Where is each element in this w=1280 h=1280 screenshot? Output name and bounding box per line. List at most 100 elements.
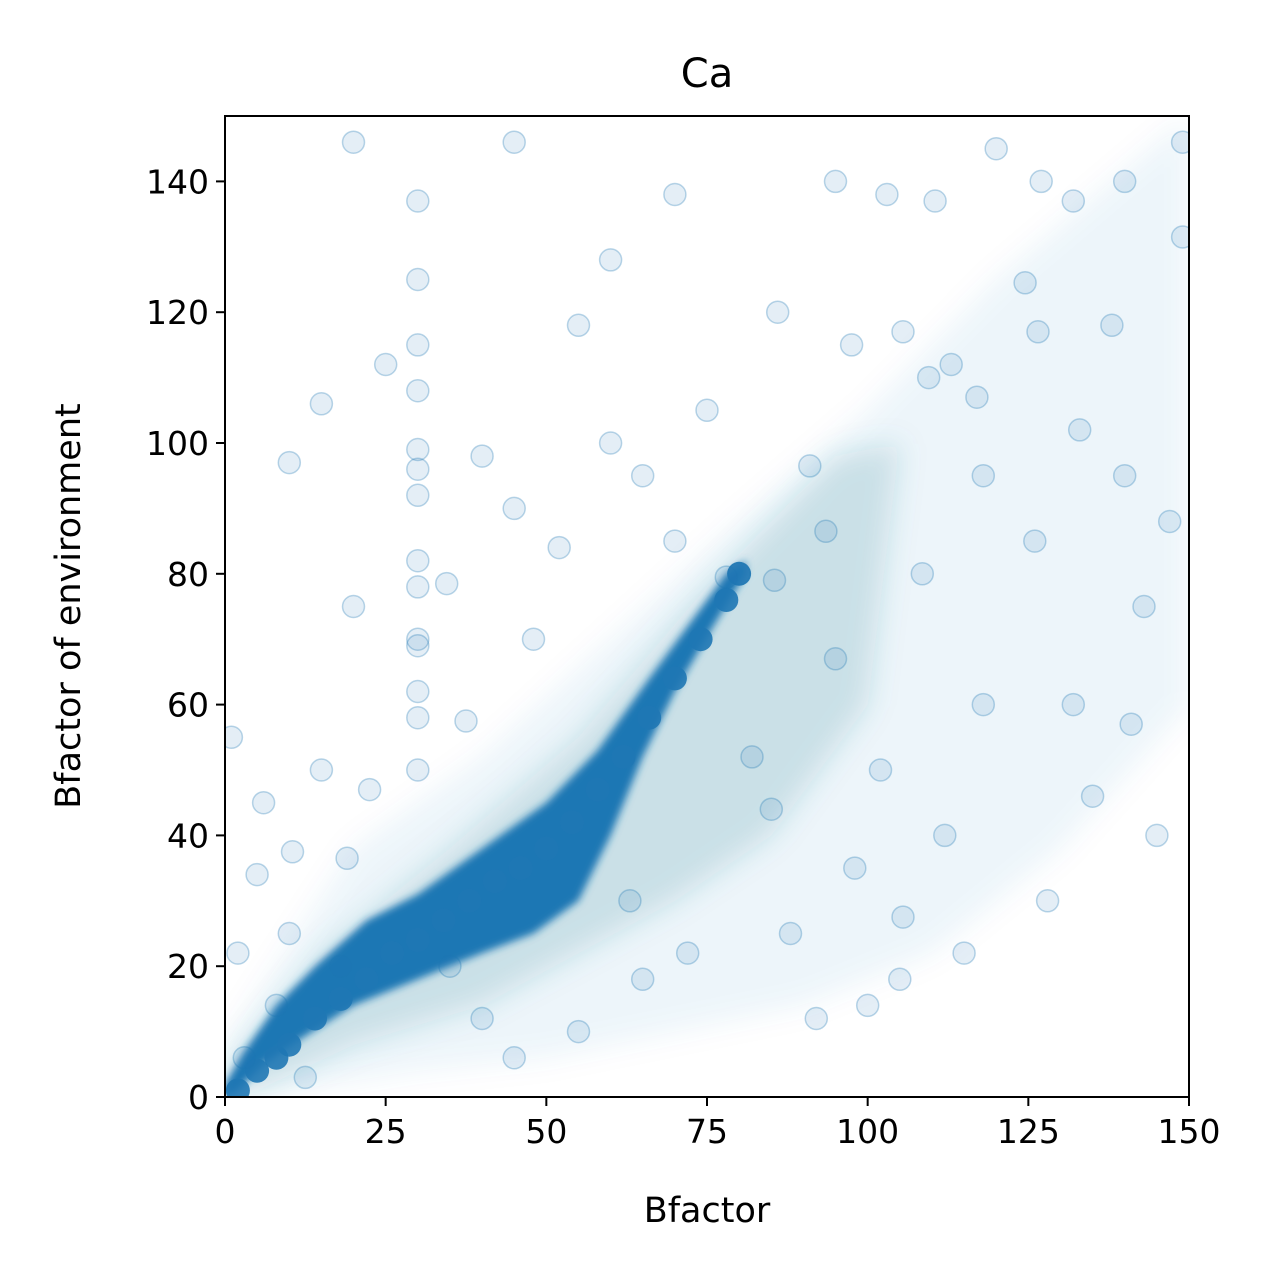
scatter-point — [663, 182, 687, 207]
scatter-point — [341, 594, 366, 619]
y-tick-label: 60 — [167, 686, 209, 725]
scatter-point — [1170, 130, 1189, 154]
scatter-point — [1170, 225, 1189, 249]
density-core-point — [560, 810, 584, 835]
scatter-point — [778, 921, 803, 946]
scatter-point — [891, 320, 915, 344]
y-tick-label: 20 — [167, 947, 209, 986]
scatter-point — [245, 862, 269, 887]
scatter-points — [225, 130, 1189, 1090]
scatter-point — [875, 182, 899, 207]
density-core-point — [727, 561, 752, 586]
scatter-point — [675, 941, 700, 965]
scatter-point — [804, 1006, 829, 1031]
scatter-point — [502, 130, 526, 154]
density-core-point — [508, 856, 533, 881]
scatter-point — [1035, 889, 1060, 913]
scatter-point — [502, 1046, 526, 1070]
scatter-point — [502, 496, 526, 521]
density-core-band — [225, 560, 746, 1097]
scatter-point — [341, 130, 366, 154]
scatter-point — [470, 444, 494, 468]
scatter-point — [566, 1019, 591, 1044]
scatter-point — [277, 450, 302, 475]
scatter-point — [1029, 169, 1053, 194]
scatter-point — [232, 1046, 257, 1070]
scatter-point — [839, 333, 864, 357]
scatter-point — [406, 437, 430, 462]
density-core-point — [431, 908, 456, 933]
y-tick-label: 140 — [146, 162, 209, 201]
scatter-point — [454, 709, 478, 733]
scatter-point — [406, 679, 430, 704]
scatter-point — [438, 954, 462, 978]
scatter-point — [1061, 189, 1086, 213]
scatter-point — [328, 954, 353, 978]
scatter-point — [293, 1065, 318, 1090]
scatter-point — [309, 392, 334, 416]
density-core-point — [585, 777, 610, 802]
density-core-point — [277, 1032, 302, 1057]
y-axis-label: Bfactor of environment — [49, 403, 89, 808]
scatter-point — [923, 189, 947, 213]
x-tick-label: 100 — [836, 1112, 899, 1151]
scatter-point — [1013, 271, 1037, 295]
scatter-point — [823, 169, 848, 194]
scatter-point — [727, 562, 751, 586]
scatter-point — [759, 797, 784, 821]
density-core-point — [714, 588, 739, 612]
scatter-point — [598, 431, 623, 455]
density-core-point — [611, 744, 636, 769]
scatter-point — [1100, 313, 1124, 338]
scatter-point — [984, 136, 1008, 161]
y-tick-label: 0 — [188, 1078, 209, 1117]
scatter-point — [1026, 320, 1050, 344]
scatter-point — [406, 378, 430, 403]
scatter-point — [843, 856, 867, 880]
scatter-point — [1112, 169, 1137, 194]
scatter-point — [1145, 823, 1169, 848]
scatter-point — [868, 758, 893, 782]
scatter-point — [855, 993, 880, 1018]
density-core-point — [245, 1058, 270, 1083]
scatter-point — [406, 633, 430, 658]
scatter-point — [335, 846, 359, 871]
density-core-point — [482, 869, 507, 894]
scatter-point — [406, 267, 430, 292]
density-core-point — [457, 888, 482, 913]
density-core-point — [328, 986, 353, 1011]
scatter-point — [1132, 594, 1156, 619]
scatter-point — [630, 967, 655, 992]
scatter-point — [933, 823, 957, 848]
scatter-point — [566, 313, 591, 338]
y-tick-label: 100 — [146, 424, 209, 463]
scatter-point — [264, 993, 289, 1018]
scatter-point — [952, 941, 976, 965]
scatter-point — [663, 529, 687, 553]
scatter-point — [1080, 784, 1105, 808]
scatter-point — [434, 571, 459, 596]
x-tick-label: 150 — [1158, 1112, 1221, 1151]
scatter-point — [226, 941, 250, 965]
x-tick-label: 25 — [365, 1112, 407, 1151]
scatter-point — [765, 300, 790, 324]
scatter-point — [406, 457, 430, 481]
scatter-point — [406, 483, 430, 508]
scatter-point — [939, 352, 963, 377]
density-core-point — [637, 705, 662, 730]
x-tick-label: 75 — [686, 1112, 728, 1151]
y-tick-label: 120 — [146, 293, 209, 332]
y-tick-label: 80 — [167, 555, 209, 594]
scatter-point — [965, 385, 989, 409]
scatter-point — [406, 548, 430, 573]
scatter-point — [406, 758, 430, 782]
scatter-point — [470, 1006, 494, 1031]
scatter-point — [406, 627, 430, 651]
density-core-point — [225, 1078, 250, 1097]
scatter-point — [798, 454, 822, 478]
density-core-point — [688, 627, 713, 652]
scatter-point — [814, 519, 838, 544]
x-tick-label: 50 — [525, 1112, 567, 1151]
scatter-point — [888, 967, 912, 992]
scatter-point — [1112, 463, 1137, 488]
